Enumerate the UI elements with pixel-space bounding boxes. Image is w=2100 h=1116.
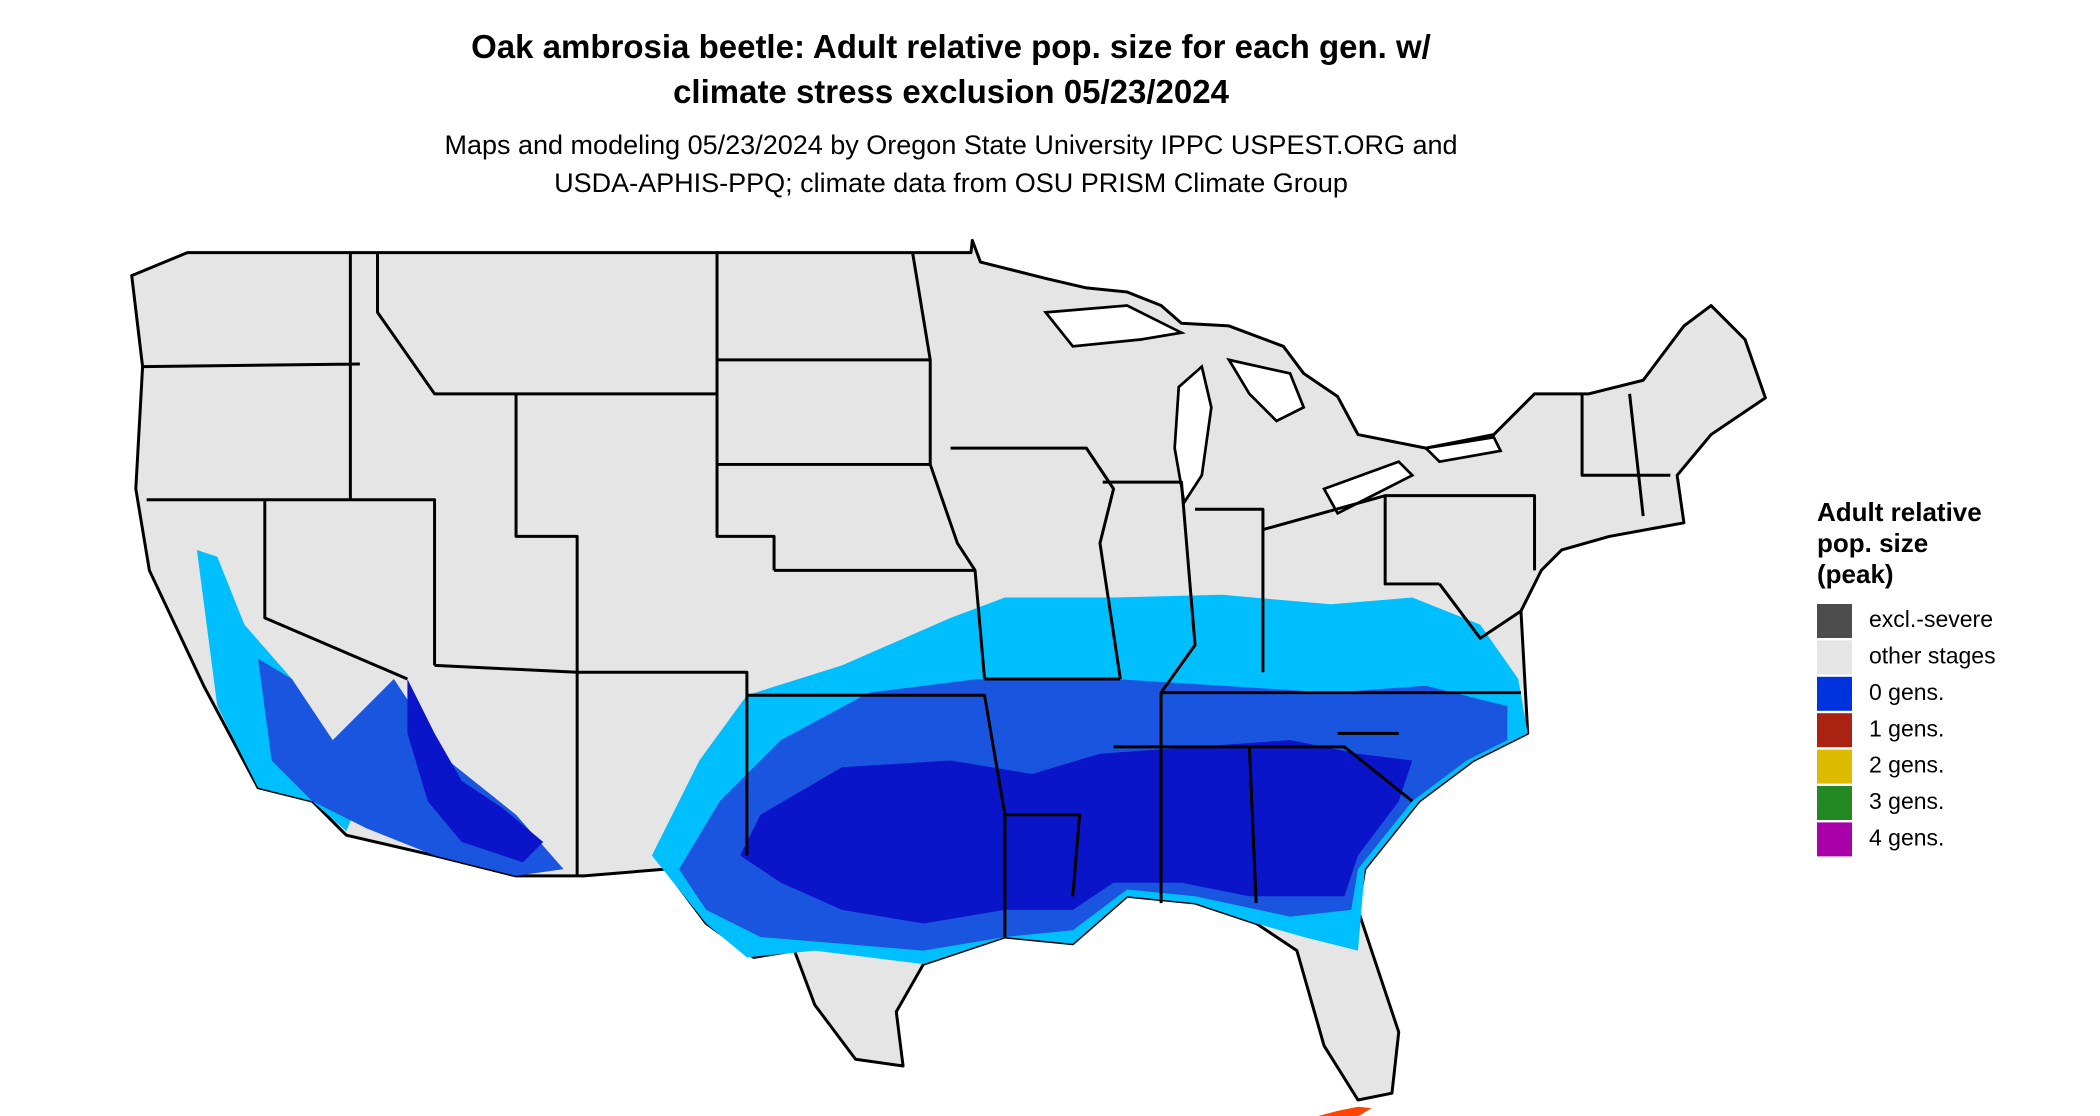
legend-swatch: [1817, 713, 1852, 748]
legend-label: 1 gens.: [1869, 715, 1944, 741]
lake: [1322, 460, 1415, 516]
legend-title: Adult relative: [1817, 497, 1982, 527]
lake: [1043, 304, 1186, 348]
legend-label: 3 gens.: [1869, 788, 1944, 814]
title-line: climate stress exclusion 05/23/2024: [673, 73, 1230, 110]
legend-label: 0 gens.: [1869, 679, 1944, 705]
legend-title: (peak): [1817, 559, 1894, 589]
zone-red: [1318, 1106, 1372, 1116]
state-border: [142, 252, 1671, 938]
legend-swatch: [1817, 676, 1852, 711]
zone-dark: [407, 679, 544, 863]
lake: [1226, 357, 1306, 423]
legend-label: 2 gens.: [1869, 752, 1944, 778]
subtitle-line: Maps and modeling 05/23/2024 by Oregon S…: [444, 130, 1457, 160]
lake: [1423, 435, 1503, 464]
legend-swatch: [1817, 822, 1852, 857]
legend-swatch: [1817, 604, 1852, 638]
legend-swatch: [1817, 749, 1852, 784]
legend-label: excl.-severe: [1869, 606, 1993, 632]
legend-title: pop. size: [1817, 528, 1928, 558]
legend-swatch: [1817, 786, 1852, 820]
legend-swatch: [1817, 640, 1852, 675]
title-line: Oak ambrosia beetle: Adult relative pop.…: [471, 28, 1431, 65]
zone-dark: [740, 740, 1413, 924]
lake: [1173, 364, 1213, 507]
legend-label: other stages: [1869, 642, 1996, 668]
subtitle-line: USDA-APHIS-PPQ; climate data from OSU PR…: [554, 168, 1348, 198]
legend-label: 4 gens.: [1869, 824, 1944, 850]
us-map: [130, 238, 1767, 1116]
